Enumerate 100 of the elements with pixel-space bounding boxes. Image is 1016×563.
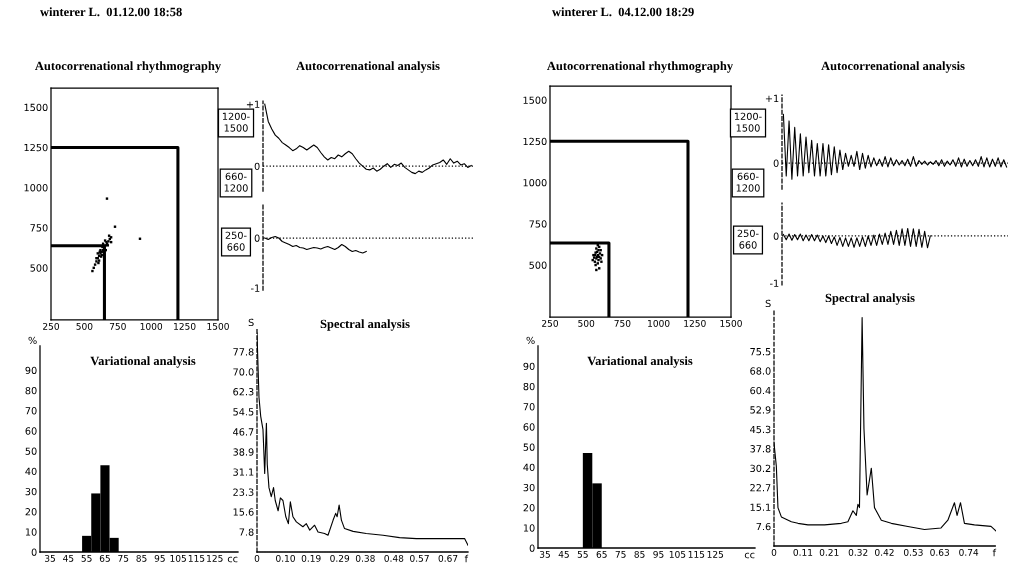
y-tick-label: 60 — [523, 423, 535, 431]
x-axis-title: cc — [744, 552, 755, 559]
x-tick-label: 55 — [81, 555, 92, 562]
y-tick-label: 90 — [25, 366, 37, 375]
y-axis-title: % — [28, 336, 37, 345]
chart-title: Spectral analysis — [320, 319, 410, 331]
x-tick-label: 35 — [539, 550, 550, 558]
x-tick-label: 1250 — [174, 322, 196, 330]
x-tick-label: 75 — [118, 555, 129, 562]
y-tick-label: +1 — [765, 94, 779, 102]
text: Variational analysis — [90, 356, 196, 368]
y-tick-label: 1000 — [523, 179, 547, 187]
y-tick-label: 30 — [25, 487, 37, 496]
x-tick-label: 95 — [653, 550, 664, 558]
x-tick-label: 0.21 — [819, 548, 839, 556]
text: 660- 1200 — [224, 172, 248, 192]
y-tick-label: 30 — [523, 483, 535, 492]
x-tick-label: 35 — [45, 554, 56, 562]
y-tick-label: +1 — [246, 100, 260, 108]
x-tick-label: 0.10 — [276, 554, 295, 562]
x-tick-label: 85 — [634, 550, 645, 558]
x-tick-label: 45 — [558, 551, 569, 558]
y-tick-label: 90 — [523, 362, 535, 371]
text: winterer L. 01.12.00 18:58 — [40, 7, 182, 17]
y-tick-label: 30.2 — [750, 464, 771, 473]
chart-title: Autocorrenational analysis — [296, 61, 440, 73]
y-tick-label: 15.1 — [750, 503, 771, 511]
y-tick-label: 50 — [25, 447, 37, 455]
y-tick-label: 23.3 — [233, 488, 254, 496]
y-tick-label: 54.5 — [233, 408, 254, 416]
x-tick-label: 0.19 — [301, 554, 321, 562]
x-tick-label: 0.32 — [848, 548, 868, 556]
y-axis-title: S — [765, 299, 771, 308]
y-tick-label: 37.8 — [750, 445, 771, 453]
y-tick-label: 7.6 — [756, 522, 771, 531]
x-tick-label: 250 — [43, 322, 60, 330]
x-tick-label: 0.38 — [355, 554, 375, 562]
y-tick-label: 1000 — [24, 184, 48, 192]
y-tick-label: 1500 — [24, 103, 48, 112]
text: 250- 660 — [737, 229, 759, 249]
x-tick-label: 65 — [99, 554, 110, 562]
y-tick-label: 40 — [523, 463, 535, 472]
y-tick-label: 0 — [254, 234, 260, 242]
x-tick-label: 85 — [136, 554, 147, 562]
x-tick-label: 45 — [63, 555, 74, 562]
x-tick-label: 0.63 — [930, 548, 950, 556]
y-tick-label: 60 — [25, 427, 37, 435]
y-tick-label: 70 — [25, 407, 37, 415]
y-tick-label: 80 — [523, 382, 535, 391]
x-tick-label: 0.67 — [438, 554, 458, 562]
y-tick-label: 52.9 — [750, 406, 771, 414]
y-tick-label: 60.4 — [750, 386, 771, 395]
x-tick-label: 115 — [688, 551, 705, 558]
x-tick-label: 1500 — [207, 322, 229, 330]
x-tick-label: 500 — [76, 322, 93, 330]
x-tick-label: 250 — [542, 319, 559, 327]
y-tick-label: 1500 — [523, 96, 547, 104]
x-tick-label: 0.74 — [959, 548, 979, 556]
y-tick-label: 15.6 — [233, 508, 254, 516]
y-tick-label: 10 — [523, 524, 535, 532]
chart-title: Spectral analysis — [825, 293, 915, 305]
text: 660- 1200 — [736, 172, 760, 192]
x-tick-label: 750 — [614, 319, 631, 327]
x-tick-label: 95 — [154, 554, 165, 562]
y-tick-label: 70.0 — [233, 368, 254, 376]
x-tick-label: 105 — [170, 554, 186, 562]
x-tick-label: 1500 — [720, 319, 742, 327]
x-tick-label: 125 — [707, 550, 724, 558]
y-tick-label: -1 — [251, 284, 260, 292]
y-tick-label: 10 — [25, 528, 37, 536]
y-tick-label: 68.0 — [750, 367, 771, 375]
y-tick-label: 20 — [25, 508, 37, 516]
x-tick-label: 0.42 — [875, 548, 894, 556]
y-tick-label: 22.7 — [750, 484, 771, 492]
text: winterer L. 04.12.00 18:29 — [552, 7, 694, 17]
text: Variational analysis — [587, 356, 693, 368]
x-tick-label: 0.29 — [330, 554, 350, 562]
x-tick-label: 1250 — [684, 319, 706, 327]
y-tick-label: 20 — [523, 504, 535, 512]
x-tick-label: 750 — [109, 322, 126, 330]
y-tick-label: 0 — [773, 232, 779, 240]
x-tick-label: 65 — [596, 550, 607, 558]
y-tick-label: 40 — [25, 467, 37, 476]
chart-title: Autocorrenational rhythmography — [547, 61, 733, 73]
y-tick-label: 750 — [529, 220, 547, 228]
y-tick-label: 750 — [30, 224, 48, 232]
chart-title: Autocorrenational analysis — [821, 61, 965, 73]
y-tick-label: 1250 — [523, 137, 547, 146]
x-axis-title: f — [464, 554, 469, 563]
y-tick-label: 45.3 — [750, 425, 771, 434]
text: 250- 660 — [225, 231, 247, 251]
x-tick-label: 0.11 — [793, 548, 813, 556]
y-tick-label: 50 — [523, 443, 535, 451]
y-tick-label: 0 — [254, 162, 260, 170]
y-tick-label: 500 — [529, 261, 547, 269]
chart-title: Autocorrenational rhythmography — [35, 61, 221, 73]
x-tick-label: 500 — [578, 319, 595, 327]
x-tick-label: 0.57 — [410, 554, 429, 562]
x-tick-label: 1000 — [140, 322, 163, 330]
x-tick-label: 105 — [669, 550, 686, 558]
